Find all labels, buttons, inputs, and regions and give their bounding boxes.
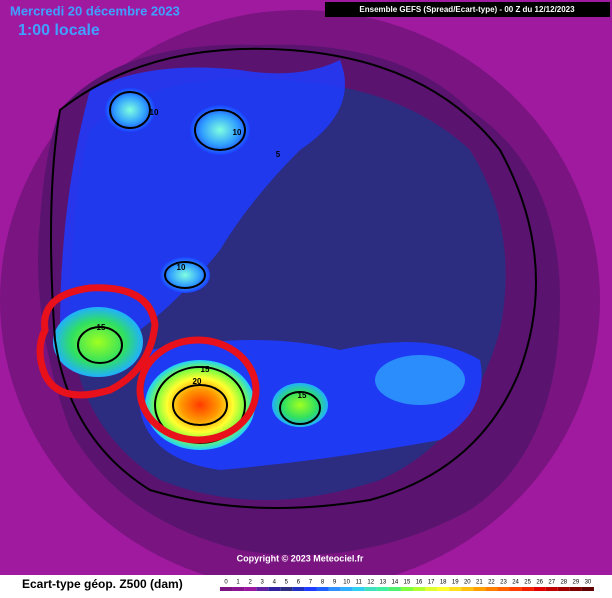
cyan-blob xyxy=(190,105,250,155)
contour-label: 10 xyxy=(150,108,159,117)
scale-swatch xyxy=(340,587,353,591)
scale-label: 21 xyxy=(476,580,483,586)
scale-swatch xyxy=(364,587,377,591)
contour-label: 15 xyxy=(201,365,210,374)
scale-label: 11 xyxy=(356,580,363,586)
model-label: Ensemble GEFS (Spread/Ecart-type) - 00 Z… xyxy=(359,5,575,14)
scale-swatch xyxy=(280,587,293,591)
scale-label: 7 xyxy=(309,580,313,586)
green-blob xyxy=(53,307,143,377)
scale-swatch xyxy=(509,587,522,591)
max-blob xyxy=(145,360,255,450)
scale-label: 2 xyxy=(248,580,252,586)
scale-label: 28 xyxy=(560,580,567,586)
scale-swatch xyxy=(232,587,245,591)
contour-label: 10 xyxy=(177,263,186,272)
scale-label: 9 xyxy=(333,580,337,586)
scale-swatch xyxy=(473,587,486,591)
cyan-blob xyxy=(105,88,155,132)
scale-swatch xyxy=(425,587,438,591)
scale-label: 13 xyxy=(379,580,386,586)
scale-swatch xyxy=(557,587,570,591)
cyan-blob xyxy=(160,257,210,293)
scale-label: 14 xyxy=(392,580,399,586)
scale-label: 18 xyxy=(440,580,447,586)
scale-label: 3 xyxy=(261,580,265,586)
scale-swatch xyxy=(400,587,413,591)
scale-label: 29 xyxy=(573,580,580,586)
scale-label: 1 xyxy=(236,580,240,586)
scale-swatch xyxy=(569,587,582,591)
scale-label: 0 xyxy=(224,580,228,586)
time-label: 1:00 locale xyxy=(18,22,100,39)
contour-label: 15 xyxy=(97,323,106,332)
scale-swatch xyxy=(244,587,257,591)
copyright: Copyright © 2023 Meteociel.fr xyxy=(237,553,364,563)
contours xyxy=(50,47,537,509)
legend-title: Ecart-type géop. Z500 (dam) xyxy=(22,577,183,591)
scale-label: 5 xyxy=(285,580,289,586)
scale-swatch xyxy=(449,587,462,591)
scale-label: 27 xyxy=(548,580,555,586)
scale-swatch xyxy=(461,587,474,591)
scale-swatch xyxy=(316,587,329,591)
scale-swatch xyxy=(497,587,510,591)
cyan-blob xyxy=(375,355,465,405)
scale-label: 26 xyxy=(536,580,543,586)
scale-label: 10 xyxy=(343,580,350,586)
scale-swatch xyxy=(581,587,594,591)
scale-label: 16 xyxy=(416,580,423,586)
scale-label: 20 xyxy=(464,580,471,586)
scale-swatch xyxy=(328,587,341,591)
scale-label: 6 xyxy=(297,580,301,586)
scale-swatch xyxy=(352,587,365,591)
scale-label: 12 xyxy=(367,580,374,586)
scale-swatch xyxy=(413,587,426,591)
scale-swatch xyxy=(268,587,281,591)
scale-label: 22 xyxy=(488,580,495,586)
scale-swatch xyxy=(219,587,233,591)
scale-swatch xyxy=(388,587,401,591)
scale-label: 25 xyxy=(524,580,531,586)
scale-swatch xyxy=(437,587,450,591)
scale-swatch xyxy=(545,587,558,591)
scale-label: 4 xyxy=(273,580,277,586)
scale-swatch xyxy=(533,587,546,591)
model-banner xyxy=(325,2,610,17)
green-blob xyxy=(272,383,328,427)
scale-swatch xyxy=(485,587,498,591)
scale-label: 15 xyxy=(404,580,411,586)
scale-swatch xyxy=(256,587,269,591)
scale-label: 30 xyxy=(585,580,592,586)
scale-label: 23 xyxy=(500,580,507,586)
scale-label: 8 xyxy=(321,580,325,586)
scale-label: 24 xyxy=(512,580,519,586)
scale-swatch xyxy=(304,587,317,591)
contour-label: 5 xyxy=(276,150,281,159)
scale-label: 17 xyxy=(428,580,435,586)
contour-label: 15 xyxy=(298,391,307,400)
scale-label: 19 xyxy=(452,580,459,586)
scale-swatch xyxy=(376,587,389,591)
scale-swatch xyxy=(521,587,534,591)
scale-swatch xyxy=(292,587,305,591)
highlight-circles xyxy=(36,284,260,444)
date-label: Mercredi 20 décembre 2023 xyxy=(10,3,180,18)
contour-label: 10 xyxy=(233,128,242,137)
contour-label: 20 xyxy=(193,377,202,386)
